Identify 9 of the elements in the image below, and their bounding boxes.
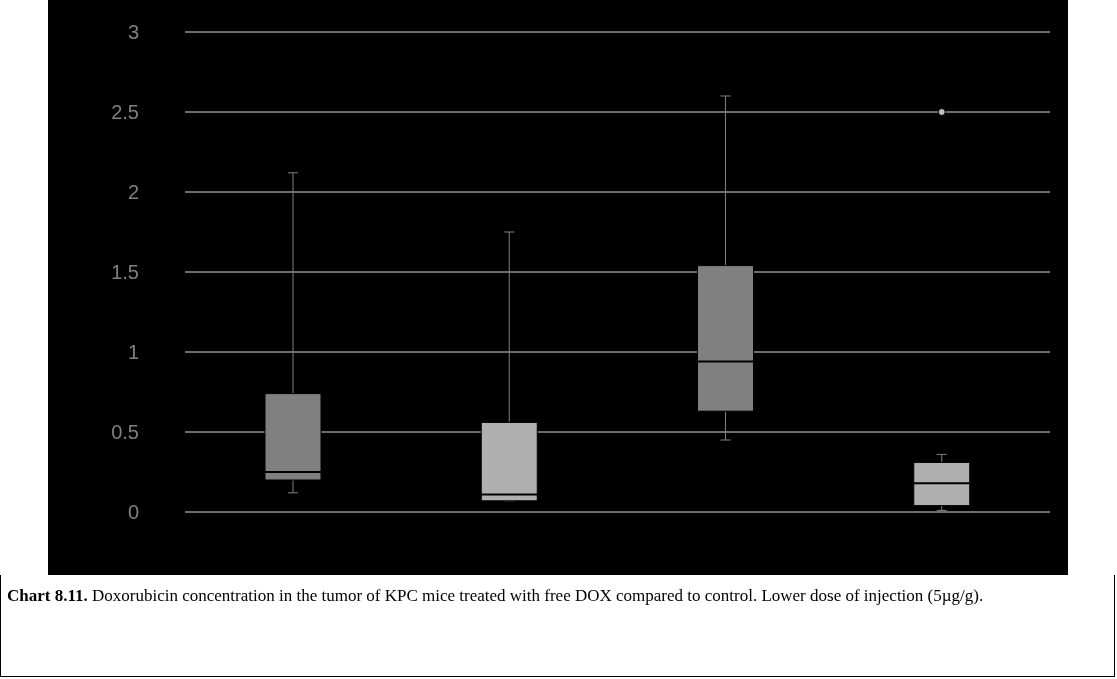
y-tick-label: 1.5: [111, 261, 139, 284]
text: Doxorubicin concentration in the tumor of KPC mice treated with free DOX compared to control. Lower dose of injection (5µg/g).: [92, 586, 984, 605]
y-tick-label: 1: [127, 341, 139, 364]
y-tick-label: 3: [127, 21, 139, 44]
y-tick-label: 2: [127, 181, 139, 204]
text: Chart 8.11.: [7, 586, 88, 605]
y-tick-label: 2.5: [111, 101, 139, 124]
y-tick-label: 0: [127, 501, 139, 524]
y-tick-label: 0.5: [111, 421, 139, 444]
